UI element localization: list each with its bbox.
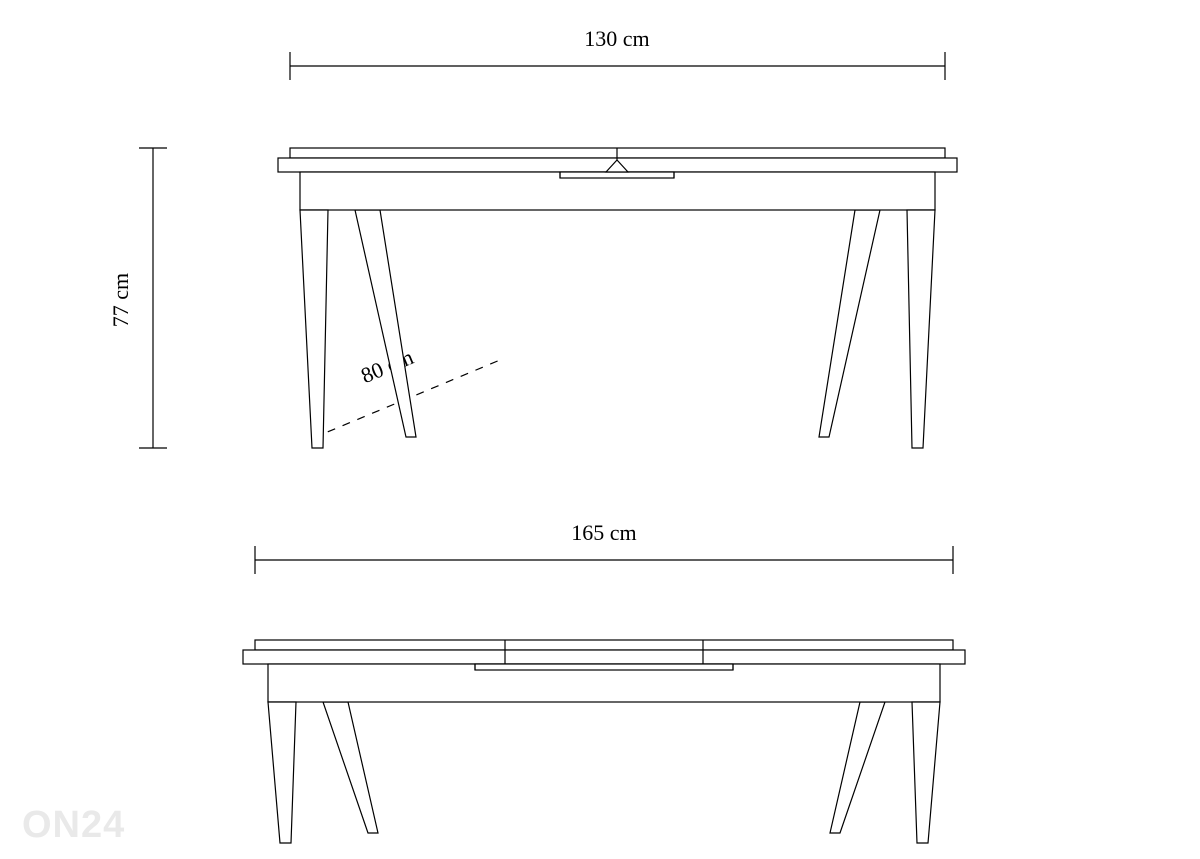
svg-text:130 cm: 130 cm	[584, 26, 649, 51]
svg-text:165 cm: 165 cm	[571, 520, 636, 545]
svg-text:77 cm: 77 cm	[108, 273, 133, 327]
dimension-diagram: 130 cm77 cm165 cm80 cm	[0, 0, 1200, 859]
watermark: ON24	[22, 804, 125, 847]
